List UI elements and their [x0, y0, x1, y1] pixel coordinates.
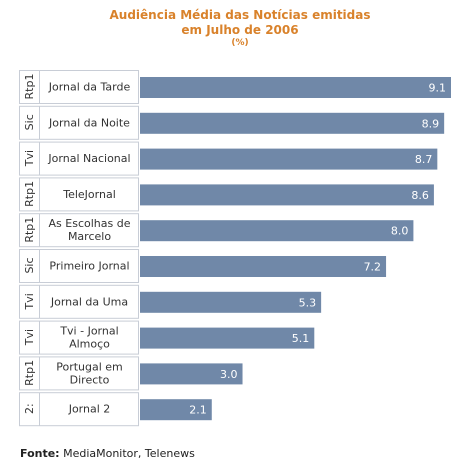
category-label: Primeiro Jornal: [49, 260, 129, 273]
category-label: Almoço: [69, 338, 110, 351]
source-label: Fonte:: [20, 447, 60, 460]
bar-value-label: 5.3: [299, 296, 317, 309]
category-label: Jornal da Noite: [48, 116, 130, 129]
bar: [140, 291, 322, 313]
category-label: As Escolhas de: [49, 217, 131, 230]
bar: [140, 220, 414, 242]
channel-label: Tvi: [23, 329, 36, 346]
bar: [140, 363, 243, 385]
bar-value-label: 8.6: [411, 189, 429, 202]
bar-value-label: 5.1: [292, 332, 310, 345]
bar-value-label: 3.0: [220, 368, 238, 381]
bar: [140, 256, 387, 277]
channel-label: Sic: [23, 114, 36, 130]
bar-value-label: 2.1: [189, 404, 207, 417]
chart-title-line-1: Audiência Média das Notícias emitidas: [109, 8, 371, 22]
channel-label: Rtp1: [23, 74, 36, 100]
category-label: Marcelo: [68, 230, 111, 243]
bar-value-label: 9.1: [429, 82, 447, 95]
bar: [140, 112, 445, 134]
channel-label: Rtp1: [23, 360, 36, 386]
bar-value-label: 8.7: [415, 153, 433, 166]
category-label: Jornal 2: [68, 403, 111, 416]
bar-value-label: 7.2: [364, 261, 382, 274]
category-label: Jornal Nacional: [47, 152, 130, 165]
source-text: MediaMonitor, Telenews: [63, 447, 195, 460]
channel-label: Tvi: [23, 150, 36, 167]
chart-subtitle: (%): [231, 38, 249, 48]
category-label: Jornal da Uma: [50, 295, 128, 308]
bar: [140, 327, 315, 349]
category-label: Tvi - Jornal: [59, 325, 118, 338]
channel-label: Sic: [23, 257, 36, 273]
channel-label: Tvi: [23, 293, 36, 310]
category-label: TeleJornal: [62, 188, 116, 201]
category-label: Jornal da Tarde: [48, 81, 131, 94]
bar: [140, 77, 451, 98]
channel-label: 2:: [23, 403, 36, 414]
chart-title-line-2: em Julho de 2006: [181, 23, 299, 37]
bar: [140, 399, 212, 421]
channel-label: Rtp1: [23, 217, 36, 243]
source-note: Fonte: MediaMonitor, Telenews: [20, 447, 195, 460]
chart-title: Audiência Média das Notícias emitidas em…: [0, 8, 462, 49]
bar-value-label: 8.0: [391, 225, 409, 238]
bar: [140, 184, 434, 206]
category-label: Directo: [70, 373, 110, 386]
channel-label: Rtp1: [23, 181, 36, 207]
bar-chart: Rtp1 Jornal da Tarde 9.1 Sic Jornal da Noite…: [19, 70, 451, 427]
bar-value-label: 8.9: [422, 117, 440, 130]
bar: [140, 148, 438, 170]
category-label: Portugal em: [56, 360, 123, 373]
